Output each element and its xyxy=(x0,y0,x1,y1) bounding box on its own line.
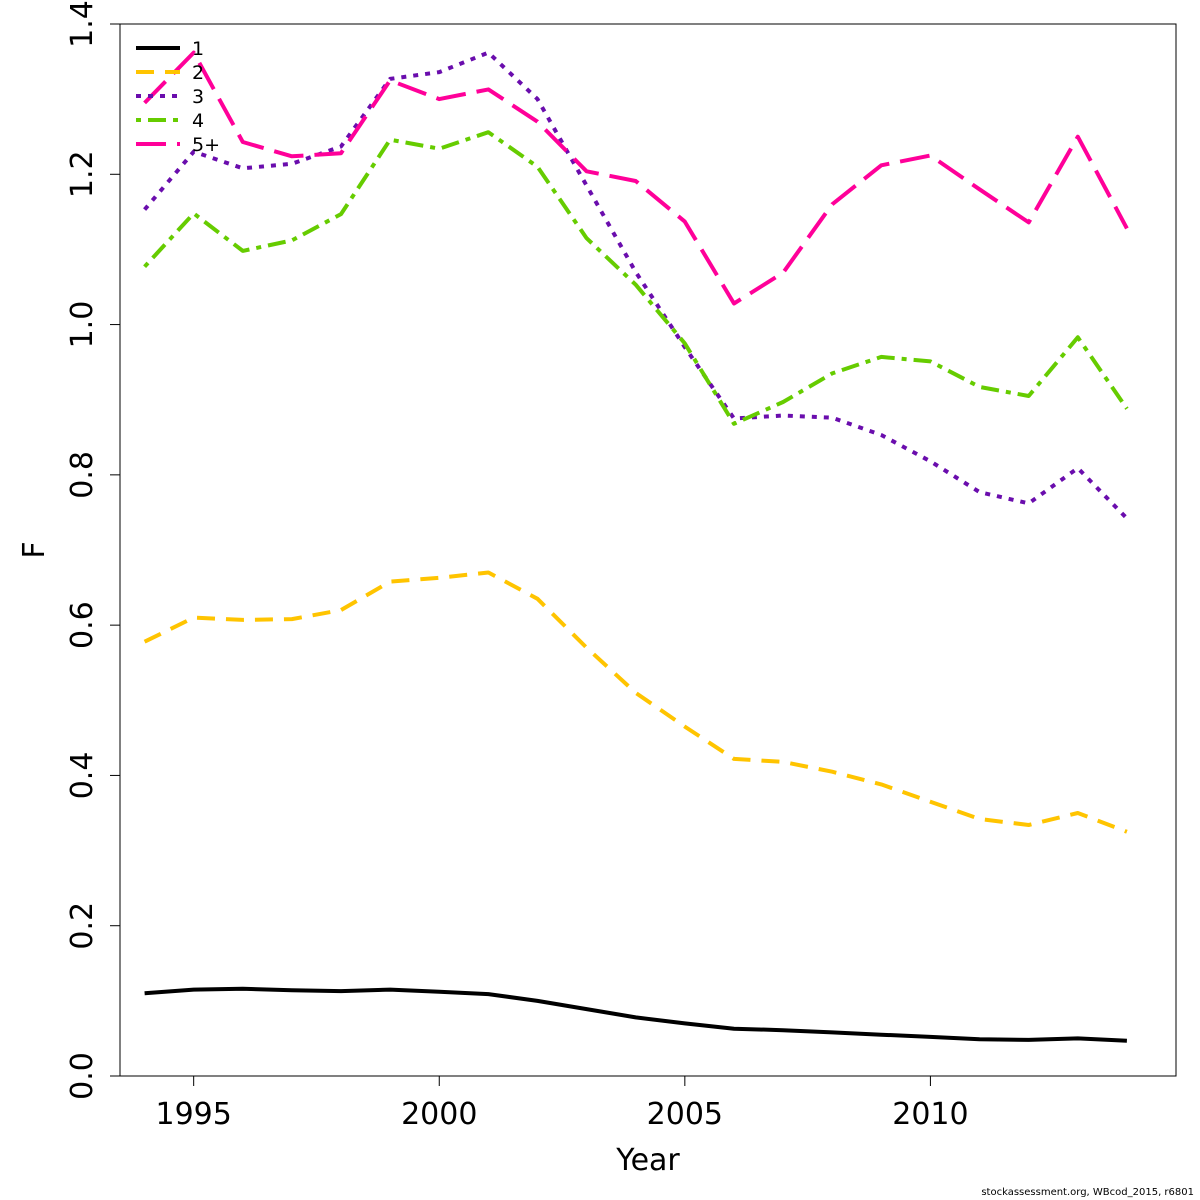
y-tick-label: 0.2 xyxy=(65,902,100,950)
y-tick-label: 0.4 xyxy=(65,752,100,800)
series-line-1 xyxy=(144,986,1127,1043)
series-line-3 xyxy=(143,50,1129,520)
y-tick-label: 0.8 xyxy=(65,451,100,499)
y-tick-label: 0.6 xyxy=(65,601,100,649)
x-tick-label: 2000 xyxy=(401,1097,477,1132)
series-line-4 xyxy=(143,130,1129,426)
x-axis: 1995 2000 2005 2010 xyxy=(155,1076,969,1132)
legend-label: 2 xyxy=(192,62,204,84)
x-tick-label: 2010 xyxy=(892,1097,968,1132)
legend-label: 1 xyxy=(192,38,204,60)
y-tick-label: 1.2 xyxy=(65,150,100,198)
series-line-5 xyxy=(143,50,1129,306)
x-tick-label: 1995 xyxy=(155,1097,231,1132)
y-tick-label: 0.0 xyxy=(65,1052,100,1100)
series-lines xyxy=(143,50,1129,1043)
y-axis: 0.0 0.2 0.4 0.6 0.8 1.0 1.2 1.4 xyxy=(65,0,120,1100)
y-tick-label: 1.4 xyxy=(65,0,100,48)
credit-text: stockassessment.org, WBcod_2015, r6801 xyxy=(981,1187,1194,1198)
x-axis-title: Year xyxy=(615,1143,680,1178)
y-axis-title: F xyxy=(17,541,52,558)
series-line-2 xyxy=(143,570,1128,834)
plot-frame xyxy=(119,23,1177,1077)
legend-label: 3 xyxy=(192,86,204,108)
legend-label: 5+ xyxy=(192,134,220,156)
legend-label: 4 xyxy=(192,110,204,132)
y-tick-label: 1.0 xyxy=(65,301,100,349)
x-tick-label: 2005 xyxy=(647,1097,723,1132)
